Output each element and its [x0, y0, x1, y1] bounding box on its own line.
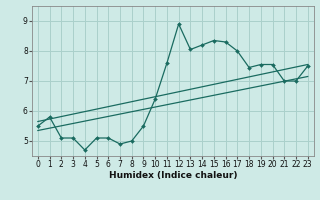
X-axis label: Humidex (Indice chaleur): Humidex (Indice chaleur) — [108, 171, 237, 180]
